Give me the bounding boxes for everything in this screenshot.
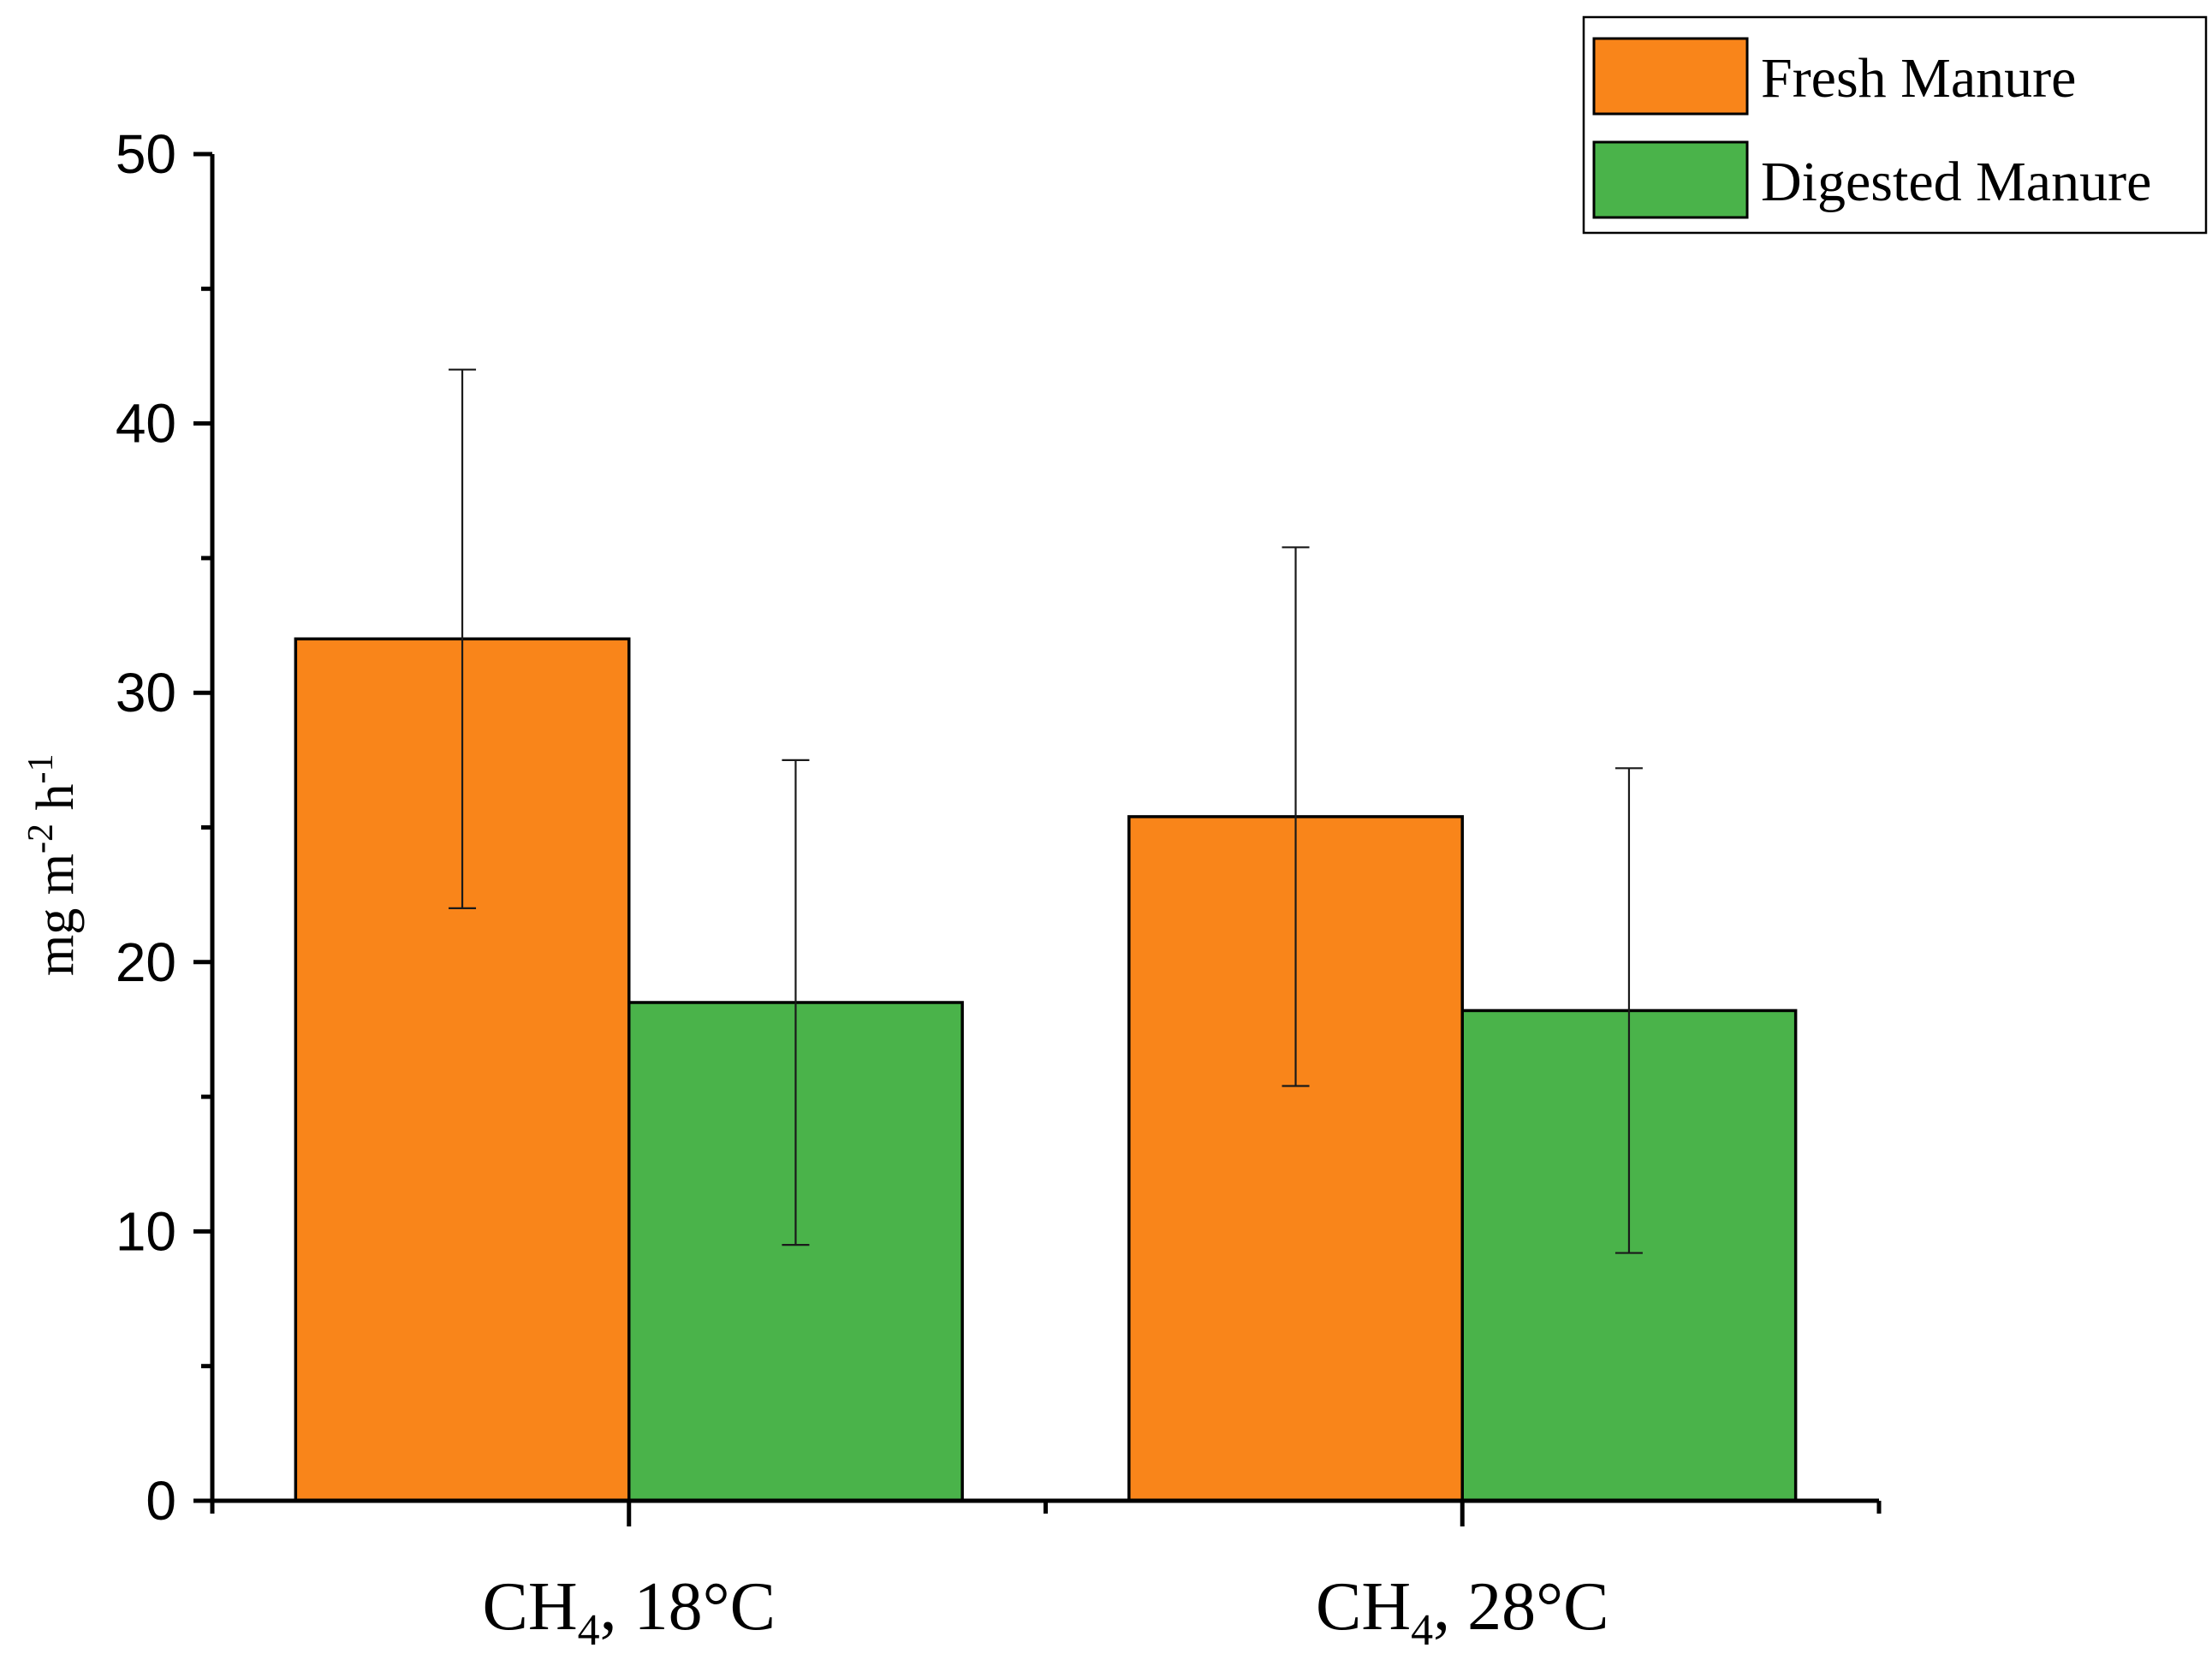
error-bars-layer	[449, 368, 1643, 1254]
x-category-label-main: CH	[1316, 1569, 1411, 1645]
x-category-label-rest: , 18°C	[600, 1569, 776, 1645]
y-axis-title-unit2: h	[27, 784, 85, 824]
legend-swatch	[1592, 37, 1749, 116]
x-category-label: CH4, 28°C	[1316, 1569, 1609, 1654]
legend-swatch	[1592, 140, 1749, 219]
y-axis-title: mg m-2 h-1	[21, 754, 85, 976]
y-axis-title-unit: mg m	[27, 854, 85, 976]
x-category-label-main: CH	[483, 1569, 578, 1645]
x-category-label-sub: 4	[578, 1606, 600, 1654]
y-axis-title-exp1: -2	[21, 824, 61, 854]
x-category-label-rest: , 28°C	[1433, 1569, 1608, 1645]
legend-label: Fresh Manure	[1761, 47, 2076, 110]
legend: Fresh Manure Digested Manure	[1582, 15, 2208, 235]
x-category-label: CH4, 18°C	[483, 1569, 776, 1654]
x-ticks-layer: CH4, 18°C CH4, 28°C	[210, 1501, 1882, 1654]
y-axis-title-exp2: -1	[21, 754, 61, 784]
y-tick-label: 20	[116, 931, 176, 993]
y-tick-label: 10	[116, 1200, 176, 1262]
y-tick-label: 40	[116, 393, 176, 455]
y-tick-label: 0	[146, 1470, 176, 1532]
legend-items: Fresh Manure Digested Manure	[1592, 37, 2151, 219]
y-tick-label: 50	[116, 123, 176, 185]
bars-layer	[294, 637, 1798, 1502]
y-ticks-layer: 0 10 20 30 40 50	[116, 123, 212, 1532]
x-category-label-sub: 4	[1411, 1606, 1433, 1654]
y-tick-label: 30	[116, 662, 176, 723]
legend-label: Digested Manure	[1761, 151, 2151, 213]
